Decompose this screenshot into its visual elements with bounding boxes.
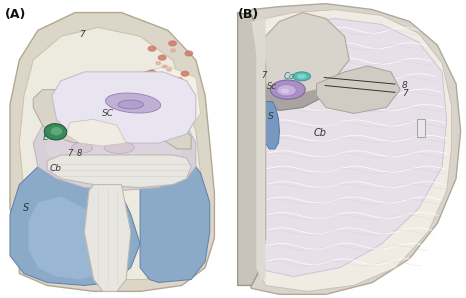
Text: S: S [268,112,274,121]
Text: 7: 7 [402,89,408,98]
Polygon shape [66,119,126,146]
Circle shape [167,68,171,71]
Polygon shape [94,66,200,143]
Ellipse shape [118,100,144,109]
Circle shape [181,71,189,76]
Polygon shape [28,196,112,280]
Polygon shape [33,108,196,190]
Ellipse shape [281,89,289,93]
Polygon shape [259,102,280,149]
Polygon shape [52,72,196,143]
Circle shape [169,41,176,46]
Polygon shape [150,102,191,149]
Circle shape [157,74,161,77]
Polygon shape [84,184,131,291]
Circle shape [156,62,161,65]
Text: 8: 8 [402,81,408,90]
Polygon shape [140,149,210,283]
Ellipse shape [104,142,134,153]
Bar [417,119,425,137]
Text: Co: Co [283,72,294,81]
Text: SC: SC [102,109,114,119]
Polygon shape [242,4,461,294]
Text: 8: 8 [77,149,82,158]
Polygon shape [256,30,340,111]
Circle shape [163,65,167,68]
Circle shape [158,55,166,60]
Ellipse shape [44,124,67,140]
Text: E: E [43,133,48,142]
Ellipse shape [297,74,307,79]
Circle shape [144,72,151,76]
Circle shape [185,51,192,56]
Polygon shape [238,13,266,285]
Ellipse shape [51,127,62,135]
Ellipse shape [293,72,311,81]
Ellipse shape [105,93,161,113]
Polygon shape [10,13,214,291]
Polygon shape [316,66,400,114]
FancyBboxPatch shape [233,1,466,297]
Circle shape [148,70,156,75]
Polygon shape [47,131,182,167]
Polygon shape [256,13,349,96]
Circle shape [148,46,156,51]
Text: (A): (A) [5,8,27,21]
Ellipse shape [277,85,296,96]
Circle shape [171,49,176,52]
Polygon shape [19,27,200,280]
Text: 7: 7 [261,71,267,80]
Polygon shape [33,90,89,143]
Text: Cb: Cb [49,164,62,173]
Polygon shape [252,18,266,280]
Text: S: S [23,203,29,213]
Polygon shape [10,161,140,285]
Circle shape [175,77,183,82]
Text: Sc: Sc [267,82,276,91]
Text: 7: 7 [67,149,72,158]
Ellipse shape [72,143,92,153]
Polygon shape [261,18,447,277]
Polygon shape [256,10,452,291]
Text: (B): (B) [238,8,259,21]
Text: 7: 7 [79,30,85,39]
Text: Cb: Cb [314,128,327,138]
Ellipse shape [270,80,305,99]
Polygon shape [47,155,191,187]
